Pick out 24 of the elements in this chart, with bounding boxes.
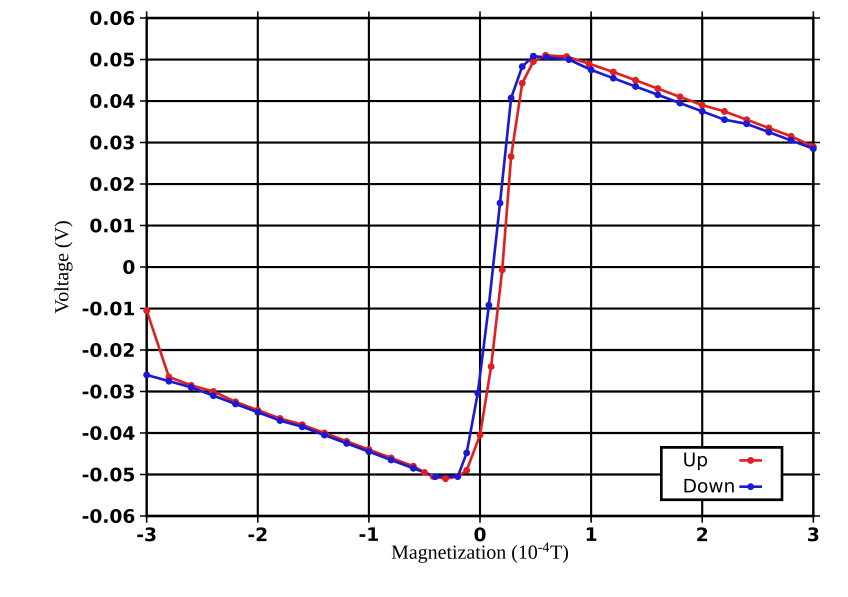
x-tick-label: 3: [808, 527, 818, 542]
x-tick-label: 2: [697, 527, 708, 542]
x-tick-label: 0: [474, 527, 486, 542]
legend-label: Up: [684, 452, 708, 470]
x-tick-label: -2: [248, 527, 266, 542]
y-tick-label: -0.02: [82, 342, 134, 358]
y-tick-label: 0.02: [90, 176, 134, 192]
y-tick-label: -0.01: [82, 301, 134, 316]
x-axis-title: Magnetization (10$^{-4}$T): [392, 542, 568, 563]
y-tick-label: -0.03: [82, 384, 134, 399]
y-tick-label: 0.06: [90, 10, 134, 26]
y-axis-title: Voltage (V): [54, 221, 73, 314]
y-tick-label: 0.05: [90, 52, 134, 67]
y-tick-label: 0.03: [90, 135, 134, 150]
y-tick-label: 0: [123, 260, 134, 274]
legend-label: Down: [684, 478, 734, 493]
y-tick-label: -0.05: [82, 467, 134, 482]
x-tick-label: 1: [586, 527, 596, 541]
y-tick-label: -0.04: [82, 426, 134, 440]
y-tick-label: 0.01: [90, 218, 134, 233]
x-tick-label: -1: [360, 527, 378, 541]
y-tick-label: 0.04: [90, 94, 134, 108]
x-tick-label: -3: [137, 527, 156, 542]
y-tick-label: -0.06: [82, 508, 134, 524]
